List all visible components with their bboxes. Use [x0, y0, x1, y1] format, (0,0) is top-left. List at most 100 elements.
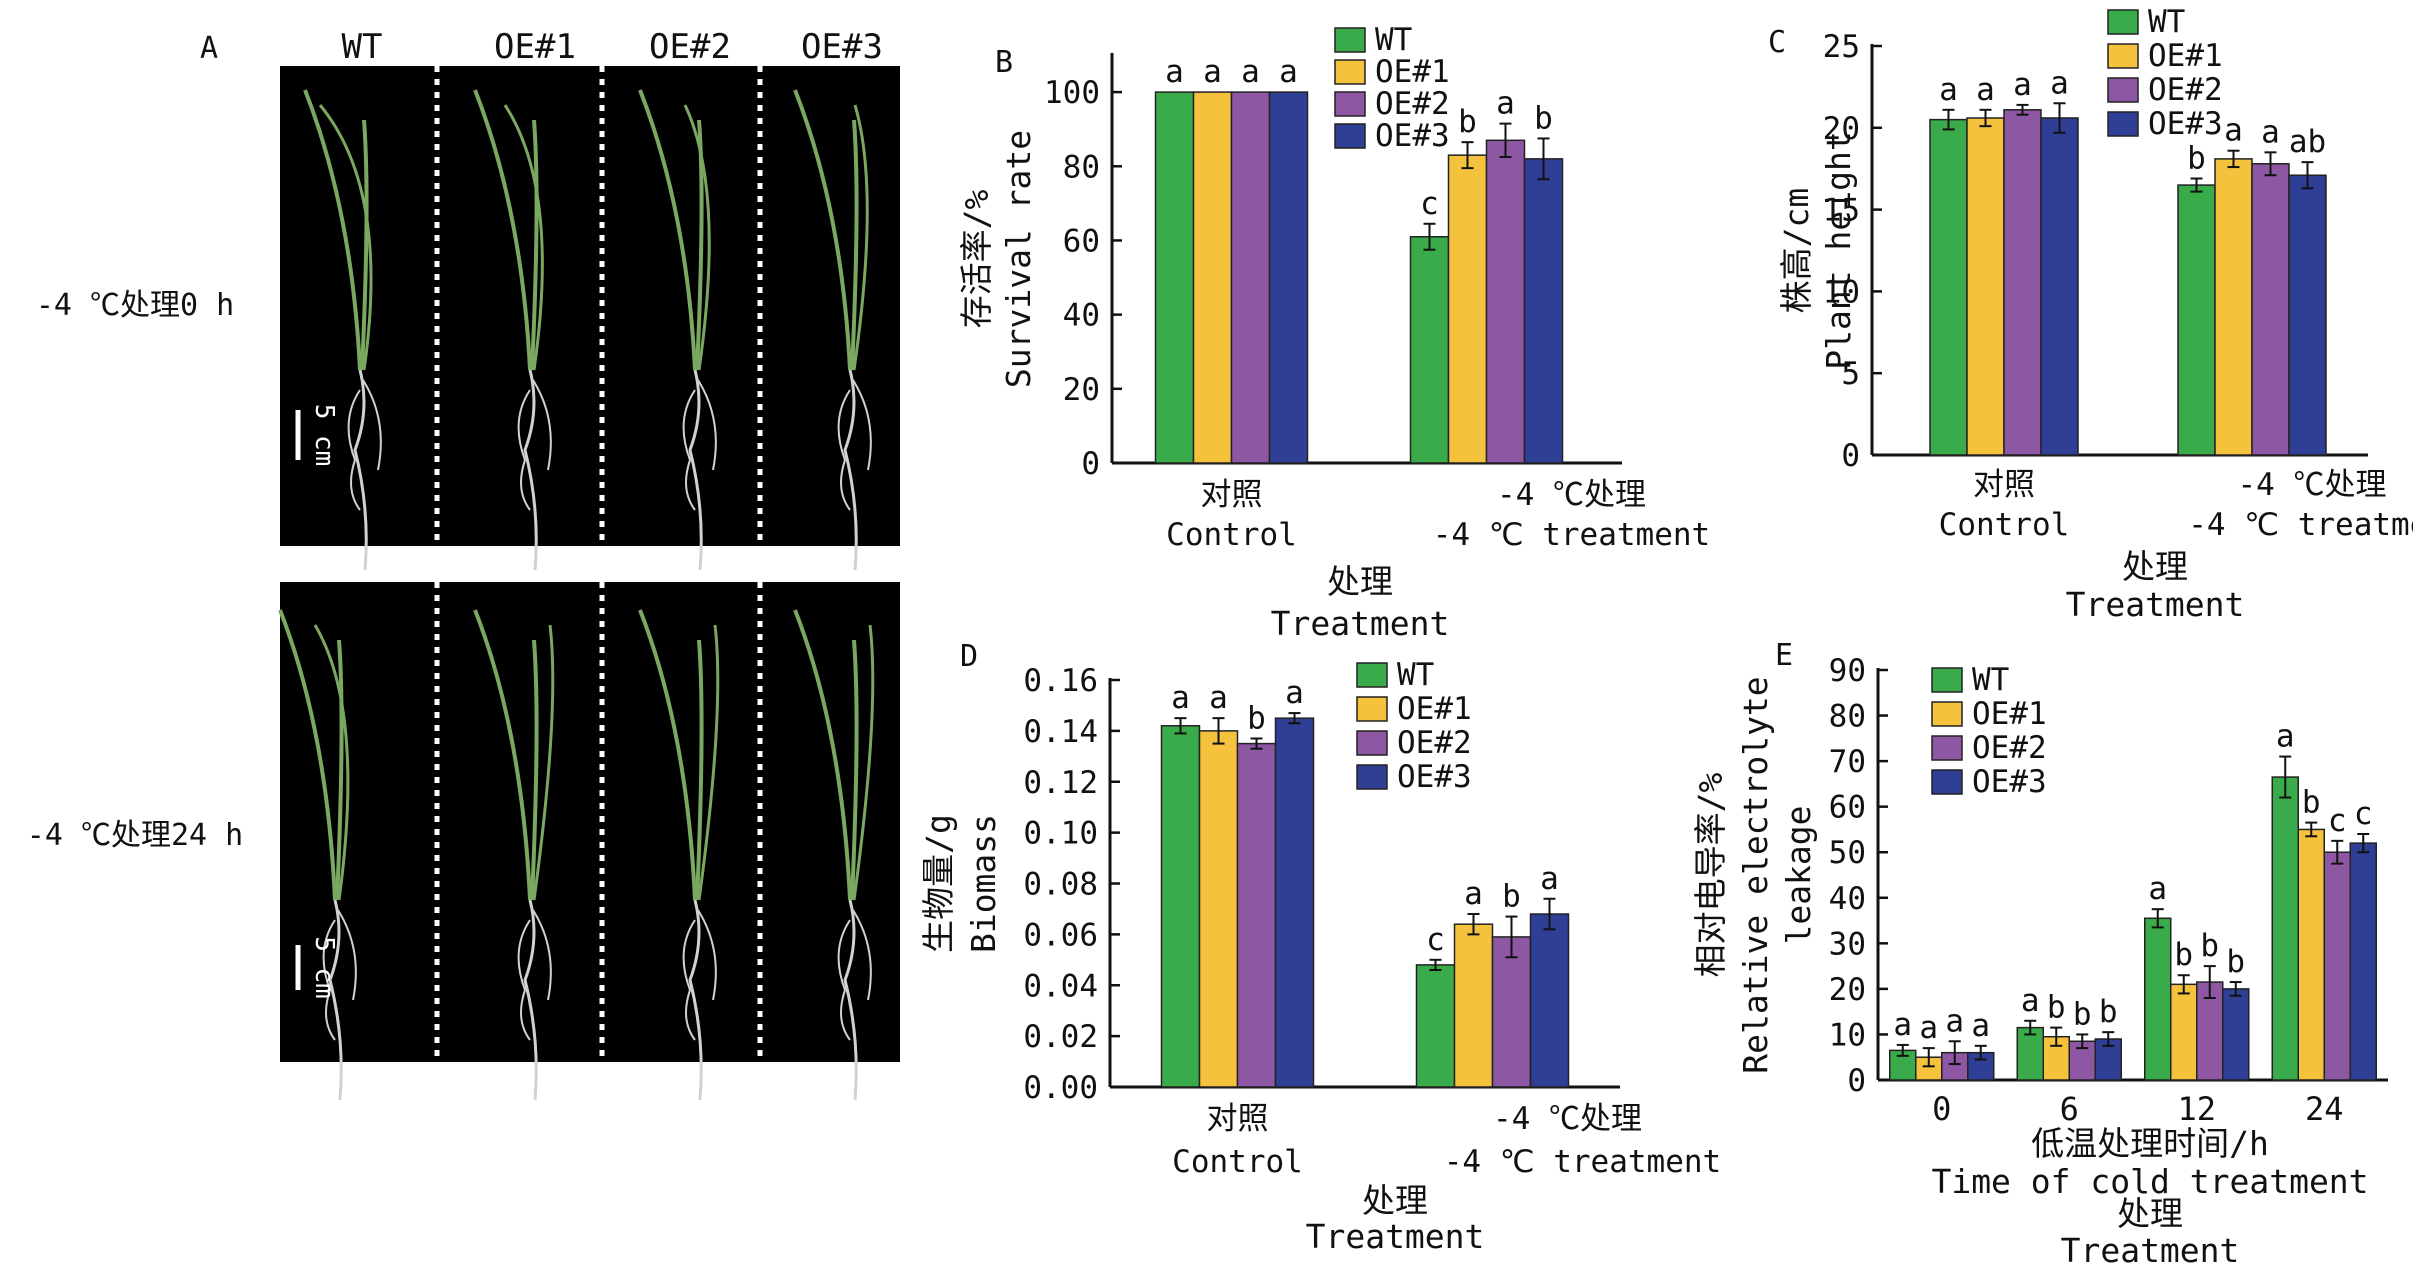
bar-oe3-1	[2288, 174, 2327, 456]
seedling-leaf	[335, 639, 344, 901]
legend-swatch-oe3	[2107, 111, 2139, 137]
y-tick-label: 0	[1081, 446, 1100, 482]
bar-oe3-1	[1523, 158, 1564, 464]
seedling-root	[532, 379, 552, 471]
seedling-leaf	[697, 624, 720, 901]
bar-oe2-1	[1491, 936, 1532, 1088]
legend-label-oe2: OE#2	[1397, 725, 1472, 761]
legend-label-oe3: OE#3	[1375, 118, 1450, 154]
bar-wt-0	[1160, 725, 1201, 1088]
col-label-oe3: OE#3	[801, 27, 883, 67]
significance-letter: c	[2354, 796, 2373, 832]
bar-oe1-1	[2214, 158, 2253, 456]
seedling-leaf	[793, 609, 852, 901]
significance-letter: a	[2224, 113, 2243, 149]
significance-letter: a	[1976, 72, 1995, 108]
panel-letter: E	[1775, 638, 1793, 673]
seedling-root	[837, 389, 851, 511]
bar-oe1-0	[1198, 730, 1239, 1088]
panel-a-photos: A WT OE#1 OE#2 OE#3 -4 ℃处理0 h -4 ℃处理24 h…	[27, 27, 900, 1101]
significance-letter: a	[2050, 65, 2069, 101]
legend-swatch-wt	[1356, 662, 1388, 688]
x-tick-label: 对照	[1973, 467, 2035, 503]
legend-swatch-oe1	[1334, 59, 1366, 85]
y-axis-label-en: Relative electrolyte	[1736, 676, 1775, 1073]
bar-oe2-0	[1236, 742, 1277, 1088]
y-tick-label: 90	[1829, 653, 1866, 689]
x-tick-label: -4 ℃ treatment	[1444, 1144, 1721, 1180]
significance-letter: b	[2174, 937, 2193, 973]
chart-d-biomass: 0.000.020.040.060.080.100.120.140.16 a aba…	[919, 639, 1721, 1256]
bar-wt-3	[2271, 776, 2299, 1081]
seedling-root	[837, 919, 851, 1041]
bar-oe1-2	[2170, 983, 2198, 1081]
significance-letter: b	[2073, 996, 2092, 1032]
y-axis-label-cn: 生物量/g	[919, 814, 958, 953]
bar-oe2-1	[1485, 139, 1526, 464]
y-tick-label: 0	[1847, 1063, 1866, 1099]
legend-swatch-oe3	[1334, 123, 1366, 149]
x-tick-label: 6	[2060, 1090, 2079, 1128]
significance-letter: ab	[2289, 124, 2326, 160]
y-tick-label: 0.04	[1023, 968, 1098, 1004]
seedling-root	[843, 369, 858, 571]
y-tick-label: 10	[1823, 274, 1860, 310]
y-axis-label-en: Plant height	[1819, 131, 1858, 369]
seedling-leaf	[278, 609, 337, 901]
seedling-leaf	[473, 89, 532, 371]
y-axis-label-cn: 株高/cm	[1777, 188, 1816, 314]
y-tick-label: 0.10	[1023, 816, 1098, 852]
seedling-leaf	[303, 89, 362, 371]
y-tick-label: 5	[1841, 356, 1860, 392]
significance-letter: b	[2200, 928, 2219, 964]
seedling-root	[852, 379, 872, 471]
y-axis-label-en-2: leakage	[1779, 805, 1818, 944]
y-tick-label: 25	[1823, 29, 1860, 65]
legend-swatch-wt	[2107, 9, 2139, 35]
seedling-leaf	[503, 104, 544, 371]
seedling-leaf	[850, 119, 859, 371]
bar-wt-1	[2177, 184, 2216, 456]
x-axis-label-en: Treatment	[1271, 604, 1450, 643]
panel-letter: B	[995, 45, 1013, 80]
bar-oe2-3	[2323, 851, 2351, 1081]
significance-letter: c	[2328, 803, 2347, 839]
significance-letter: c	[1426, 922, 1445, 958]
significance-letter: b	[1502, 879, 1521, 915]
legend-label-oe1: OE#1	[2148, 38, 2223, 74]
x-tick-label: 对照	[1207, 1101, 1269, 1137]
legend-swatch-oe1	[1356, 696, 1388, 722]
bar-wt-1	[2016, 1026, 2044, 1081]
significance-letter: a	[1279, 54, 1298, 90]
seedling-leaf	[530, 639, 539, 901]
seedling-leaf	[850, 639, 859, 901]
significance-letter: a	[2276, 719, 2295, 755]
seedling-root	[682, 389, 696, 511]
x-axis-label2-en: Treatment	[2061, 1231, 2240, 1270]
x-tick-label: -4 ℃处理	[1493, 1101, 1642, 1137]
seedling-root	[322, 919, 336, 1041]
x-tick-label: 12	[2177, 1090, 2216, 1128]
col-label-oe1: OE#1	[494, 27, 576, 67]
y-tick-label: 15	[1823, 193, 1860, 229]
x-tick-label: -4 ℃ treatment	[2188, 507, 2413, 543]
legend-label-oe1: OE#1	[1397, 691, 1472, 727]
seedlings: 5 cm 5 cm	[278, 66, 875, 1101]
significance-letter: c	[1420, 186, 1439, 222]
legend-label-oe2: OE#2	[2148, 72, 2223, 108]
bar-oe1-1	[1453, 923, 1494, 1088]
legend-label-oe2: OE#2	[1375, 86, 1450, 122]
row-label-24h: -4 ℃处理24 h	[27, 818, 243, 853]
seedling-leaf	[313, 624, 350, 901]
y-tick-label: 20	[1063, 372, 1100, 408]
bar-oe3-0	[1268, 91, 1309, 464]
legend-label-oe3: OE#3	[1397, 759, 1472, 795]
seedling-root	[353, 369, 368, 571]
